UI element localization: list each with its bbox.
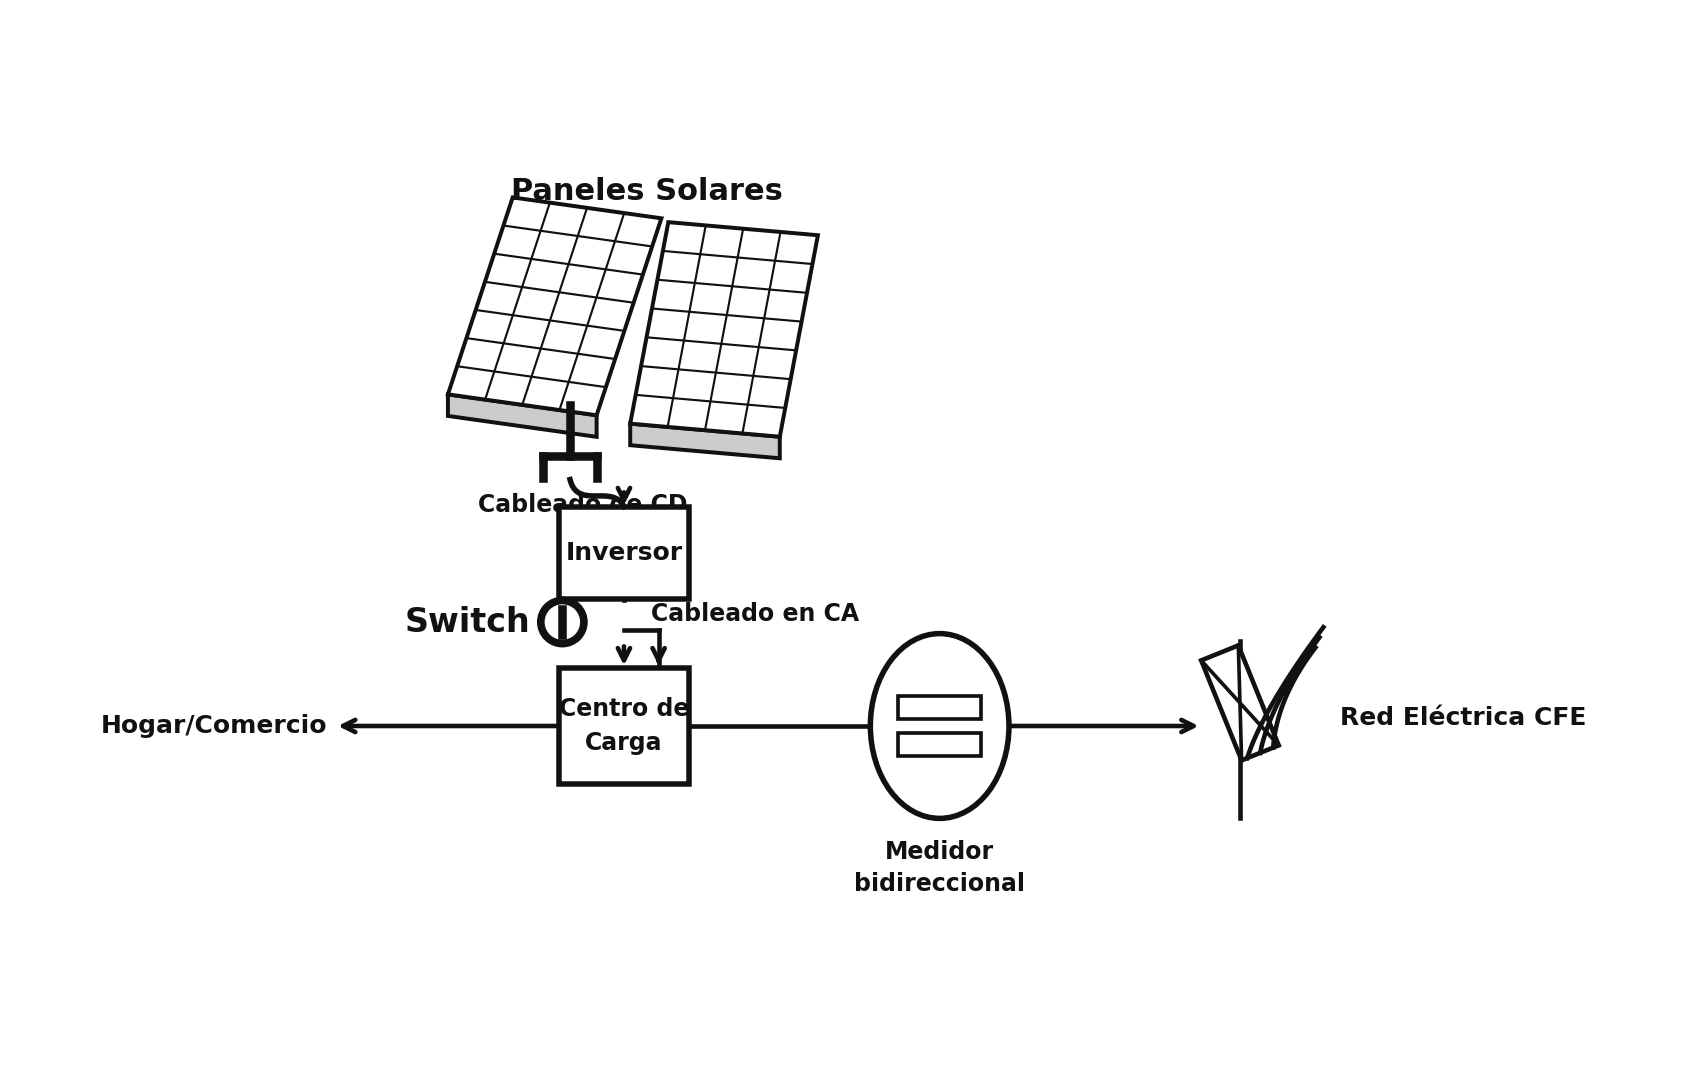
Bar: [559, 668, 689, 784]
Polygon shape: [449, 394, 596, 437]
Ellipse shape: [870, 633, 1009, 819]
Polygon shape: [630, 423, 780, 459]
Text: Hogar/Comercio: Hogar/Comercio: [102, 714, 327, 738]
Circle shape: [540, 601, 584, 644]
Text: Medidor
bidireccional: Medidor bidireccional: [855, 840, 1026, 896]
Bar: [559, 506, 689, 599]
Polygon shape: [630, 222, 818, 437]
Bar: [897, 696, 982, 719]
Text: Cableado en CA: Cableado en CA: [650, 602, 858, 627]
Bar: [897, 733, 982, 756]
Polygon shape: [449, 197, 662, 416]
Text: Cableado de CD: Cableado de CD: [477, 493, 687, 517]
Text: Paneles Solares: Paneles Solares: [511, 177, 782, 206]
Text: Switch: Switch: [405, 605, 530, 639]
Polygon shape: [1202, 645, 1278, 760]
Text: Inversor: Inversor: [565, 541, 682, 564]
Text: Red Eléctrica CFE: Red Eléctrica CFE: [1341, 707, 1586, 730]
Text: Centro de
Carga: Centro de Carga: [559, 697, 689, 755]
